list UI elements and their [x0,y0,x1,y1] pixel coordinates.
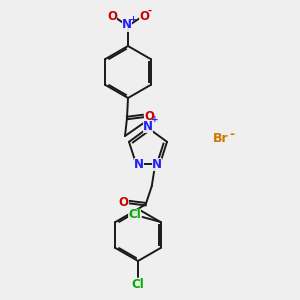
Text: +: + [130,16,136,25]
Text: N: N [143,119,153,133]
Text: -: - [226,128,235,140]
Text: Br: Br [213,131,229,145]
Text: Cl: Cl [132,278,144,290]
Text: +: + [151,116,159,124]
Text: N: N [152,158,162,171]
Text: N: N [122,19,132,32]
Text: O: O [144,110,154,122]
Text: N: N [134,158,144,171]
Text: O: O [139,10,149,22]
Text: O: O [119,196,129,209]
Text: -: - [148,6,152,16]
Text: O: O [107,10,117,22]
Text: Cl: Cl [128,208,141,221]
